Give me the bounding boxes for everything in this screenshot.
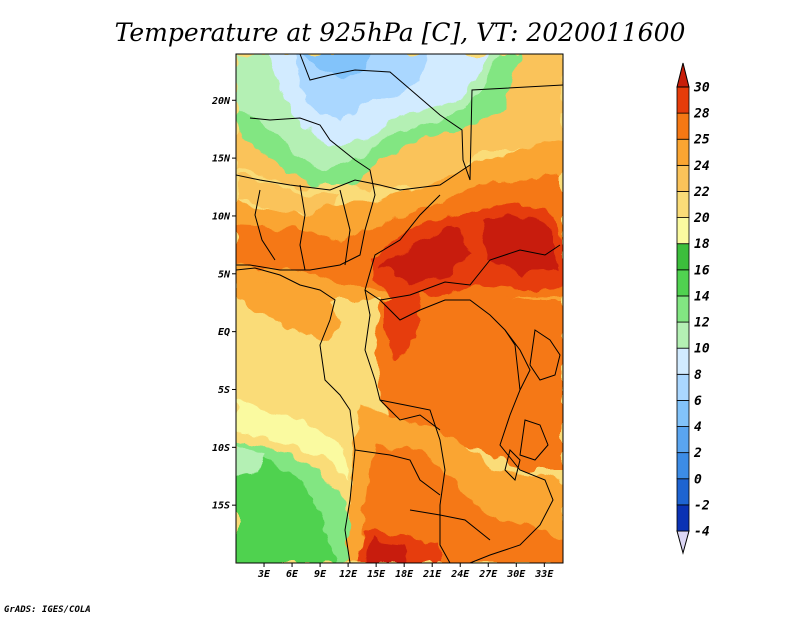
x-tick-label: 30E <box>506 569 526 580</box>
colorbar-under-arrow <box>676 530 690 555</box>
y-tick-label: 10N <box>212 211 231 222</box>
x-tick-label: 18E <box>395 569 414 580</box>
temperature-map <box>236 54 563 563</box>
latitude-axis: 20N 15N 10N 5N EQ 5S 10S 15S <box>211 96 236 512</box>
x-tick-label: 15E <box>367 569 386 580</box>
colorbar-bin <box>676 478 690 506</box>
x-tick-label: 27E <box>478 569 498 580</box>
x-tick-label: 21E <box>422 569 442 580</box>
colorbar-label: 12 <box>694 316 710 331</box>
colorbar-bin <box>676 191 690 218</box>
colorbar-bin <box>676 400 690 427</box>
y-tick-label: 5S <box>218 385 230 396</box>
colorbar-label: 22 <box>693 185 710 200</box>
colorbar-label: 10 <box>694 342 710 357</box>
colorbar-label: 25 <box>693 133 710 148</box>
colorbar-label: 20 <box>693 211 710 226</box>
colorbar-label: 14 <box>694 289 710 304</box>
colorbar-label: 4 <box>694 420 702 435</box>
colorbar-bin <box>676 217 690 245</box>
chart-title: Temperature at 925hPa [C], VT: 202001160… <box>115 18 686 47</box>
y-tick-label: 5N <box>218 269 231 280</box>
colorbar-label: 6 <box>694 394 702 409</box>
colorbar-bin <box>676 164 690 192</box>
colorbar-bin <box>676 373 690 401</box>
colorbar-label: 16 <box>694 263 710 278</box>
x-tick-label: 24E <box>450 569 470 580</box>
colorbar-label: 2 <box>693 446 702 461</box>
colorbar-bin <box>676 295 690 323</box>
x-tick-label: 6E <box>286 569 299 580</box>
colorbar-label: 8 <box>694 368 702 383</box>
colorbar-label: 24 <box>693 159 710 174</box>
colorbar-bin <box>676 347 690 375</box>
longitude-axis: 3E 6E 9E 12E 15E 18E 21E 24E 27E 30E 33E <box>257 563 554 580</box>
colorbar-bin <box>676 426 690 454</box>
y-tick-label: EQ <box>218 327 230 338</box>
colorbar-label: 0 <box>694 472 702 487</box>
y-tick-label: 15N <box>212 154 231 165</box>
colorbar-bin <box>676 452 690 480</box>
colorbar-bin <box>676 243 690 271</box>
colorbar-label: 28 <box>693 107 710 122</box>
y-tick-label: 10S <box>212 443 230 454</box>
y-tick-label: 20N <box>211 96 231 107</box>
x-tick-label: 9E <box>314 569 327 580</box>
colorbar-label: -2 <box>694 498 710 513</box>
x-tick-label: 33E <box>534 569 554 580</box>
colorbar-over-arrow <box>676 62 690 88</box>
map-frame <box>235 53 564 564</box>
colorbar-label: 18 <box>694 237 710 252</box>
colorbar-label: -4 <box>694 525 710 540</box>
x-tick-label: 12E <box>339 569 358 580</box>
y-tick-label: 15S <box>212 501 230 512</box>
colorbar-bin <box>676 138 690 166</box>
x-tick-label: 3E <box>257 569 271 580</box>
colorbar-label: 30 <box>693 81 710 96</box>
colorbar-bin <box>676 269 690 297</box>
colorbar-bin <box>676 112 690 140</box>
colorbar-bin <box>676 321 690 349</box>
grads-credit: GrADS: IGES/COLA <box>4 605 91 615</box>
colorbar-bin <box>676 86 690 114</box>
colorbar-bin <box>676 504 690 532</box>
